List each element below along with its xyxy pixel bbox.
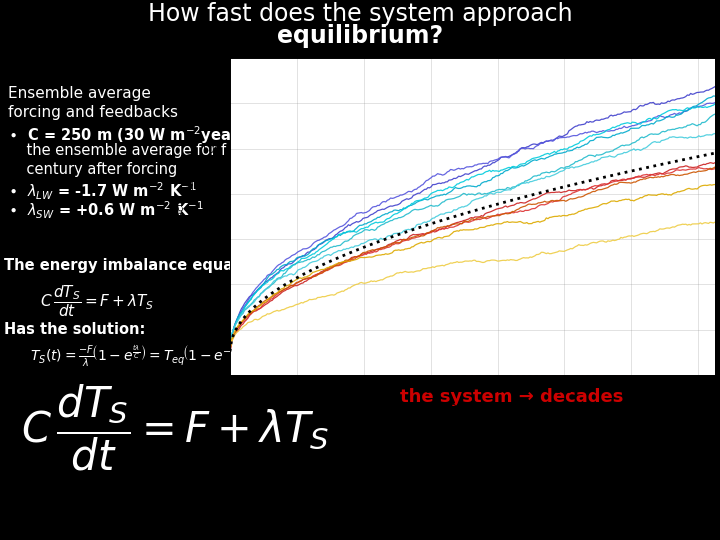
Text: $C\,\dfrac{dT_S}{dt} = F + \lambda T_S$: $C\,\dfrac{dT_S}{dt} = F + \lambda T_S$ — [40, 284, 154, 320]
Text: $\bullet$  C = 250 m (30 W m$^{-2}$year K$^{-1}$): $\bullet$ C = 250 m (30 W m$^{-2}$year K… — [8, 124, 276, 146]
Text: relaxation timescale of: relaxation timescale of — [400, 362, 633, 380]
Text: forcing and feedbacks: forcing and feedbacks — [8, 105, 178, 120]
Text: the system → decades: the system → decades — [400, 388, 624, 406]
Text: equilibrium?: equilibrium? — [277, 24, 443, 48]
Text: $C\,\dfrac{dT_S}{dt} = F + \lambda T_S$: $C\,\dfrac{dT_S}{dt} = F + \lambda T_S$ — [21, 382, 329, 472]
Text: Key point:: Key point: — [400, 258, 513, 277]
Text: OLR returns to: OLR returns to — [400, 284, 549, 302]
Text: How fast does the system approach: How fast does the system approach — [148, 2, 572, 26]
Text: $\bullet$  $\lambda_{SW}$ = +0.6 W m$^{-2}$ K$^{-1}$: $\bullet$ $\lambda_{SW}$ = +0.6 W m$^{-2… — [8, 200, 204, 221]
Text: century after forcing: century after forcing — [8, 162, 177, 177]
X-axis label: Years since CO$_2$ Quadrupling: Years since CO$_2$ Quadrupling — [397, 400, 548, 414]
Text: Ensemble average: Ensemble average — [8, 86, 151, 101]
Title: Heat Capacity of Climate System: Heat Capacity of Climate System — [374, 43, 570, 56]
Text: $\bullet$  $\lambda_{LW}$ = -1.7 W m$^{-2}$ K$^{-1}$: $\bullet$ $\lambda_{LW}$ = -1.7 W m$^{-2… — [8, 181, 197, 202]
Y-axis label: Heat capacity -- C
(Effective ocean depth -- m): Heat capacity -- C (Effective ocean dept… — [177, 153, 197, 280]
Text: of order the radiative: of order the radiative — [400, 336, 618, 354]
Text: the ensemble average for f: the ensemble average for f — [8, 143, 226, 158]
Text: The energy imbalance equation:: The energy imbalance equation: — [4, 258, 271, 273]
Text: unperturbed value in: unperturbed value in — [400, 310, 614, 328]
Text: $T_S(t) = \frac{-F}{\lambda}\!\left(1 - e^{\frac{t\lambda}{C}}\right) = T_{eq}\!: $T_S(t) = \frac{-F}{\lambda}\!\left(1 - … — [30, 344, 242, 369]
Text: Has the solution:: Has the solution: — [4, 322, 145, 337]
